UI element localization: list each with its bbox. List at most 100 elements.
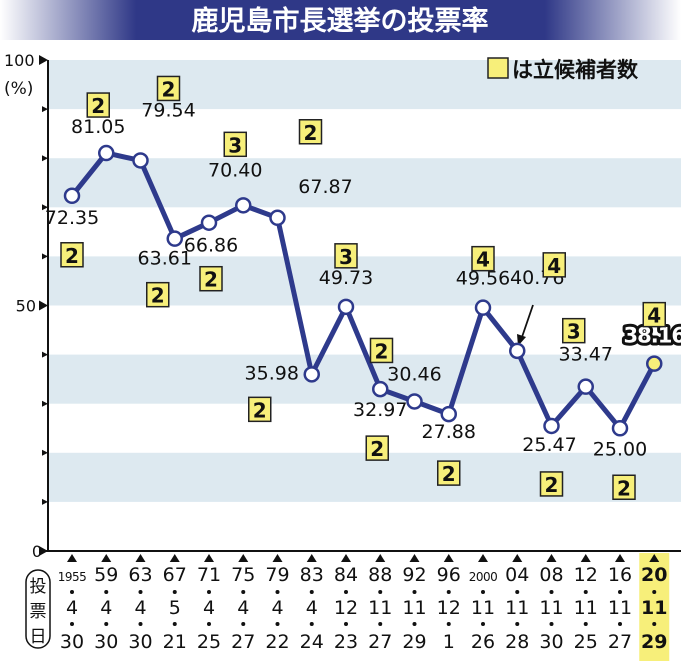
y-axis-label: (%) [4,79,33,99]
x-month: 11 [539,597,563,619]
x-sep-dot [515,590,520,594]
x-month: 4 [100,597,112,619]
candidate-box [365,435,389,461]
value-label: 25.00 [593,438,647,460]
y-tick [42,449,48,456]
data-point [440,405,457,423]
data-point [577,378,594,395]
x-year: 75 [231,564,255,586]
candidate-count: 2 [91,94,105,118]
data-point [337,298,355,316]
x-month: 4 [203,597,215,619]
candidate-count: 2 [545,473,559,497]
candidate-box [223,131,247,158]
date-label-char-2: 票 [30,602,47,622]
x-month: 12 [334,597,358,619]
candidate-count: 2 [375,339,389,363]
data-point [63,187,81,205]
x-day: 1 [443,631,455,653]
x-tick-mark [67,554,77,562]
value-label: 67.87 [298,176,352,198]
x-year: 88 [368,564,392,586]
x-sep-dot [652,590,657,594]
candidate-box [612,474,636,500]
x-year: 83 [300,564,324,586]
x-tick-mark [649,554,660,562]
x-sep-dot [172,622,177,626]
turnout-line [70,150,657,431]
value-label: 66.86 [184,235,238,257]
x-tick-mark [615,554,625,562]
value-label: 32.97 [353,399,407,421]
x-year: 20 [641,564,667,586]
value-label: 49.73 [319,267,373,289]
x-sep-dot [241,622,246,626]
candidate-boxes: 2 2 2 2 2 3 2 2 3 2 2 2 4 4 2 3 2 4 [60,75,666,500]
x-month: 5 [169,597,181,619]
x-month: 11 [641,597,667,619]
x-sep-dot [412,590,417,594]
candidate-box [437,460,461,486]
x-year: 71 [197,564,221,586]
x-month: 4 [237,597,249,619]
y-tick [39,546,48,556]
x-tick-mark [135,554,146,562]
legend-label: は立候補者数 [512,58,639,82]
y-tick [42,106,48,113]
data-points [63,144,663,437]
x-day: 25 [574,631,598,653]
x-sep-dot [515,622,520,626]
x-year: 96 [437,564,461,586]
candidate-count: 4 [547,254,561,278]
x-day: 23 [334,631,358,653]
x-day: 24 [300,631,324,653]
data-point [406,393,423,410]
x-day: 27 [231,631,255,653]
legend-swatch [487,57,509,79]
stripe [48,452,681,502]
x-day: 22 [265,631,289,653]
x-day: 25 [197,631,221,653]
x-year: 63 [128,564,152,586]
x-sep-dot [138,590,143,594]
candidate-box [146,281,170,308]
candidate-count: 2 [162,77,176,101]
y-tick [42,351,48,358]
candidate-box [156,75,181,102]
title-banner [0,0,681,40]
x-day: 30 [128,631,152,653]
x-sep-dot [309,590,314,594]
candidate-box [642,301,666,328]
candidate-box [199,265,223,292]
candidate-count: 3 [228,133,242,157]
data-point [303,366,320,383]
x-sep-dot [378,622,383,626]
x-sep-dot [207,622,211,626]
x-tick-mark [512,554,523,562]
candidate-count: 2 [304,121,318,145]
y-axis: 0 50 100 [4,51,681,561]
value-label: 33.47 [559,344,613,366]
y-tick [42,204,48,211]
x-tick-mark [546,554,557,562]
x-day: 28 [505,631,529,653]
x-sep-dot [309,622,314,626]
x-day: 21 [163,631,187,653]
data-point [98,144,115,162]
x-year: 1955 [58,570,87,584]
data-point [132,152,149,169]
x-sep-dot [446,590,451,594]
x-sep-dot [344,590,348,594]
x-tick-mark [409,554,420,562]
y-tick [42,498,48,505]
x-sep-dot [275,622,280,626]
x-month: 11 [574,597,598,619]
x-sep-dot [549,622,554,626]
x-sep-dot [207,590,211,594]
candidate-box [369,337,394,364]
x-month: 11 [368,597,392,619]
x-axis-dates: 1955 4 30 59 4 30 63 4 30 67 5 21 71 4 25 75 4 27 79 4 22 83 4… [58,554,667,653]
x-day: 30 [539,631,563,653]
chart-title: 鹿児島市長選挙の投票率 [192,5,489,37]
y-tick [42,155,48,162]
